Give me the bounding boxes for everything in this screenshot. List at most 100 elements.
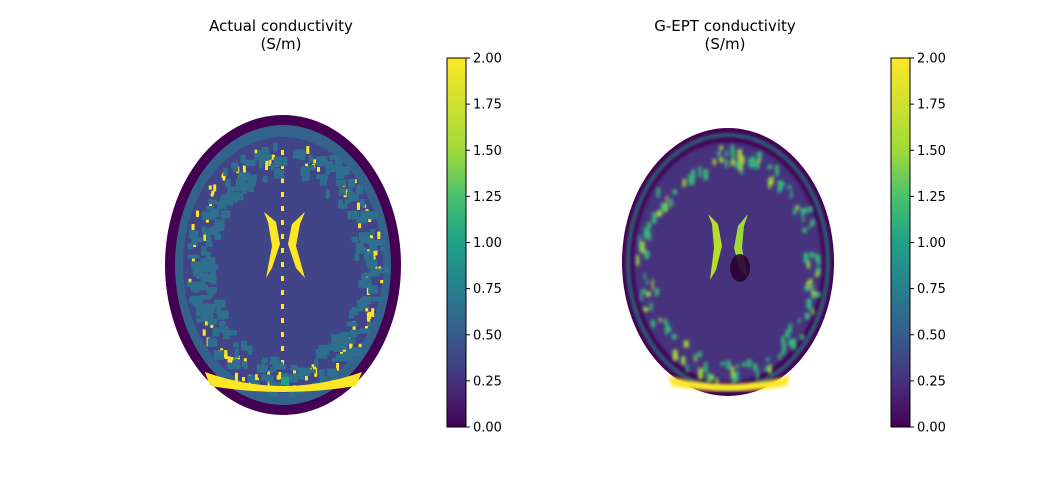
edge-spot bbox=[808, 278, 813, 284]
edge-spot bbox=[673, 355, 679, 361]
grey-matter-patch bbox=[230, 198, 238, 203]
edge-spot bbox=[777, 180, 783, 192]
csf-spot bbox=[243, 358, 247, 362]
colorbar-tick-label: 1.50 bbox=[917, 144, 946, 159]
edge-spot bbox=[767, 164, 773, 170]
edge-spot bbox=[778, 354, 781, 360]
title-units: (S/m) bbox=[260, 35, 302, 53]
grey-matter-patch bbox=[360, 201, 366, 208]
edge-spot bbox=[669, 198, 673, 208]
edge-spot bbox=[766, 357, 770, 362]
grey-matter-patch bbox=[363, 272, 374, 277]
grey-matter-patch bbox=[243, 345, 253, 351]
edge-spot bbox=[806, 261, 811, 269]
csf-spot bbox=[374, 249, 378, 256]
grey-matter-patch bbox=[205, 234, 212, 244]
csf-spot bbox=[377, 231, 381, 240]
edge-spot bbox=[654, 290, 658, 297]
edge-spot bbox=[804, 312, 810, 320]
colorbar-tick-label: 0.75 bbox=[473, 282, 502, 297]
edge-spot bbox=[726, 360, 731, 370]
grey-matter-patch bbox=[193, 302, 201, 307]
csf-spot bbox=[205, 219, 209, 223]
edge-spot bbox=[645, 291, 651, 297]
csf-spot bbox=[349, 340, 353, 347]
csf-spot bbox=[281, 164, 284, 169]
edge-spot bbox=[800, 334, 805, 340]
grey-matter-patch bbox=[325, 167, 330, 175]
csf-spot bbox=[380, 280, 384, 284]
colorbar-tick-label: 0.00 bbox=[917, 421, 946, 436]
csf-spot bbox=[196, 210, 199, 217]
edge-spot bbox=[806, 281, 810, 291]
edge-spot bbox=[665, 322, 669, 328]
colorbar-tick-label: 0.50 bbox=[473, 328, 502, 343]
edge-spot bbox=[656, 188, 661, 194]
grey-matter-patch bbox=[261, 360, 266, 369]
grey-matter-patch bbox=[347, 188, 353, 197]
edge-spot bbox=[810, 284, 814, 294]
csf-spot bbox=[368, 216, 372, 223]
edge-spot bbox=[748, 157, 751, 168]
grey-matter-patch bbox=[189, 297, 201, 304]
grey-matter-patch bbox=[343, 338, 356, 344]
grey-matter-patch bbox=[232, 342, 239, 348]
colorbar-tick-label: 2.00 bbox=[473, 52, 502, 67]
csf-spot bbox=[281, 276, 284, 281]
edge-enhancement-spots bbox=[636, 144, 821, 390]
grey-matter-patch bbox=[240, 154, 246, 164]
csf-spot bbox=[208, 185, 212, 190]
csf-spot bbox=[278, 372, 282, 380]
grey-matter-patch bbox=[319, 376, 328, 384]
csf-spot bbox=[313, 159, 316, 164]
grey-matter-patch bbox=[234, 348, 240, 358]
grey-matter-patch bbox=[275, 156, 288, 167]
grey-matter-patch bbox=[225, 178, 231, 188]
grey-matter-patch bbox=[339, 166, 350, 176]
csf-spot bbox=[242, 165, 246, 174]
csf-spot bbox=[306, 146, 310, 154]
edge-spot bbox=[693, 354, 697, 359]
csf-spot bbox=[203, 233, 207, 240]
grey-matter-patch bbox=[346, 321, 358, 327]
colorbar-tick-label: 1.75 bbox=[917, 98, 946, 113]
grey-matter-patch bbox=[366, 259, 378, 267]
edge-spot bbox=[803, 207, 808, 214]
grey-matter-patch bbox=[369, 242, 378, 251]
grey-matter-patch bbox=[207, 290, 214, 297]
grey-matter-patch bbox=[354, 252, 360, 261]
edge-spot bbox=[698, 166, 702, 178]
csf-spot bbox=[234, 374, 238, 383]
csf-spot bbox=[365, 274, 369, 280]
edge-spot bbox=[790, 190, 793, 199]
csf-spot bbox=[378, 266, 382, 271]
csf-spot bbox=[230, 357, 234, 363]
csf-spot bbox=[365, 305, 369, 312]
grey-matter-patch bbox=[237, 184, 250, 192]
grey-matter-patch bbox=[207, 264, 219, 270]
csf-spot bbox=[281, 290, 284, 295]
edge-spot bbox=[657, 210, 662, 217]
edge-spot bbox=[719, 157, 724, 163]
edge-spot bbox=[804, 286, 809, 291]
edge-spot bbox=[645, 252, 650, 257]
csf-spot bbox=[191, 256, 195, 264]
edge-spot bbox=[697, 351, 702, 357]
grey-matter-patch bbox=[338, 203, 348, 209]
grey-matter-patch bbox=[207, 338, 218, 347]
grey-matter-patch bbox=[189, 230, 199, 239]
grey-matter-patch bbox=[205, 241, 213, 248]
csf-spot bbox=[254, 149, 258, 154]
grey-matter-patch bbox=[358, 279, 368, 289]
grey-matter-patch bbox=[213, 208, 220, 218]
csf-spot bbox=[372, 250, 376, 257]
edge-spot bbox=[780, 182, 785, 187]
csf-spot bbox=[371, 308, 375, 317]
grey-matter-patch bbox=[202, 228, 213, 235]
edge-spot bbox=[800, 208, 805, 215]
grey-matter-patch bbox=[309, 164, 315, 171]
grey-matter-patch bbox=[359, 232, 369, 240]
grey-matter-patch bbox=[262, 357, 268, 363]
edge-spot bbox=[683, 340, 689, 348]
grey-matter-patch bbox=[355, 242, 364, 253]
